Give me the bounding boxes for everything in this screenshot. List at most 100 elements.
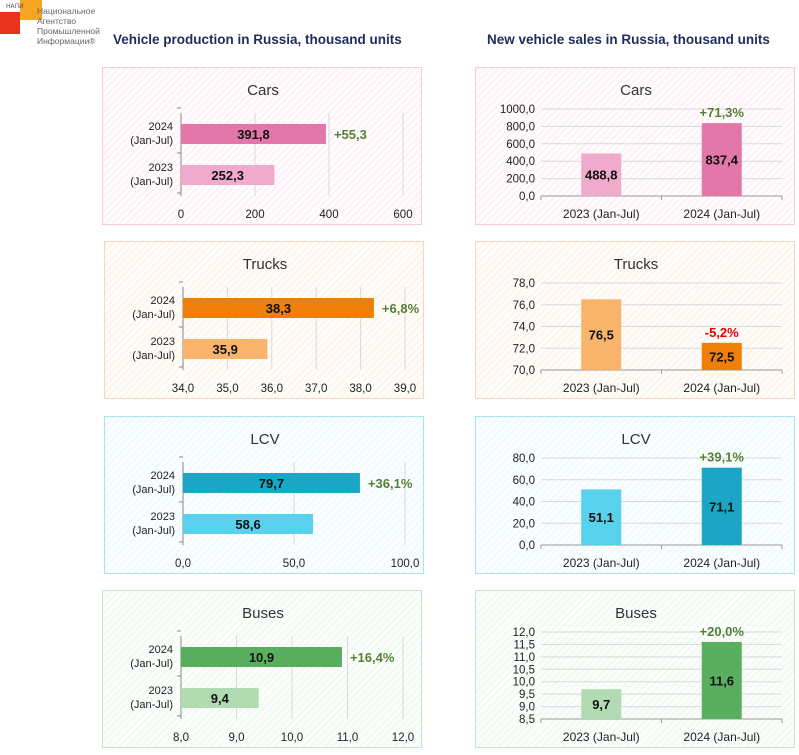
y-tick-label: 1000,0 bbox=[500, 104, 535, 116]
category-year: 2023 bbox=[149, 162, 173, 174]
bar-value-label: 9,7 bbox=[592, 697, 610, 712]
bar bbox=[581, 153, 622, 196]
bar-value-label: 76,5 bbox=[589, 328, 614, 343]
change-label: +16,4% bbox=[350, 650, 395, 665]
category-label: 2024 (Jan-Jul) bbox=[132, 295, 175, 321]
category-year: 2023 bbox=[149, 685, 173, 697]
category-year: 2023 bbox=[151, 336, 175, 348]
x-tick-label: 100,0 bbox=[391, 558, 420, 570]
chart-title: Buses bbox=[242, 605, 284, 622]
chart-svg: Cars 0,0 200,0 400,0 600,0 800,0 1000,0 488,8 20… bbox=[500, 82, 783, 221]
chart-title: Trucks bbox=[614, 256, 658, 273]
x-tick-label: 35,0 bbox=[216, 383, 238, 395]
bar bbox=[701, 342, 742, 370]
chart-svg: Buses 8,59,09,510,010,511,011,512,0 9,7 202… bbox=[513, 605, 783, 744]
y-tick-label: 10,0 bbox=[513, 677, 535, 689]
y-tick-label: 0,0 bbox=[519, 191, 535, 203]
category-label: 2023 (Jan-Jul) bbox=[563, 381, 640, 395]
category-label: 2024 (Jan-Jul) bbox=[683, 381, 760, 395]
bar-value-label: 252,3 bbox=[211, 168, 244, 183]
logo-red-square bbox=[0, 12, 20, 34]
category-period: (Jan-Jul) bbox=[130, 658, 173, 670]
x-tick-label: 10,0 bbox=[281, 732, 303, 744]
y-tick-label: 11,0 bbox=[513, 652, 535, 664]
sales-heading: New vehicle sales in Russia, thousand un… bbox=[487, 32, 770, 47]
category-period: (Jan-Jul) bbox=[130, 699, 173, 711]
change-label: +36,1% bbox=[368, 476, 413, 491]
category-label: 2023 (Jan-Jul) bbox=[132, 511, 175, 537]
chart-title: Buses bbox=[615, 605, 657, 622]
chart-prod-trucks: Trucks 34,0 35,0 36,0 37,0 38,0 39,0 38,3 2024 (J… bbox=[104, 241, 424, 399]
category-label: 2024 (Jan-Jul) bbox=[130, 121, 173, 147]
category-period: (Jan-Jul) bbox=[132, 484, 175, 496]
category-year: 2023 bbox=[151, 511, 175, 523]
category-label: 2023 (Jan-Jul) bbox=[563, 207, 640, 221]
bar-value-label: 58,6 bbox=[235, 517, 260, 532]
y-tick-label: 70,0 bbox=[513, 365, 535, 377]
bar-value-label: 71,1 bbox=[709, 499, 734, 514]
y-tick-label: 9,0 bbox=[519, 702, 535, 714]
bar-value-label: 11,6 bbox=[709, 673, 734, 688]
chart-svg: Buses 8,0 9,0 10,0 11,0 12,0 10,9 2024 (Jan-Jul)… bbox=[130, 605, 414, 744]
x-tick-label: 8,0 bbox=[173, 732, 189, 744]
change-label: +20,0% bbox=[700, 624, 745, 639]
logo-text: Национальное Агентство Промышленной Инфо… bbox=[37, 6, 100, 46]
chart-title: LCV bbox=[621, 431, 650, 448]
category-year: 2024 bbox=[149, 644, 173, 656]
bar bbox=[581, 299, 622, 370]
chart-title: Cars bbox=[620, 82, 652, 99]
y-tick-label: 78,0 bbox=[513, 278, 535, 290]
x-tick-label: 9,0 bbox=[229, 732, 245, 744]
y-tick-label: 20,0 bbox=[513, 518, 535, 530]
chart-title: Trucks bbox=[243, 256, 287, 273]
x-tick-label: 11,0 bbox=[337, 732, 359, 744]
bar bbox=[181, 124, 326, 144]
logo-orange-square bbox=[20, 0, 42, 20]
change-label: +6,8% bbox=[382, 301, 420, 316]
logo-abbr: НАПИ bbox=[6, 3, 24, 10]
bar-value-label: 35,9 bbox=[213, 342, 238, 357]
change-label: -5,2% bbox=[705, 325, 739, 340]
change-label: +55,3 bbox=[334, 127, 367, 142]
x-tick-label: 37,0 bbox=[305, 383, 327, 395]
category-year: 2024 bbox=[149, 121, 173, 133]
category-label: 2023 (Jan-Jul) bbox=[563, 556, 640, 570]
chart-title: Cars bbox=[247, 82, 279, 99]
x-tick-label: 0 bbox=[178, 209, 184, 221]
x-tick-label: 200 bbox=[245, 209, 264, 221]
chart-sales-trucks: Trucks 70,0 72,0 74,0 76,0 78,0 76,5 2023 (Jan-… bbox=[475, 241, 795, 399]
bar bbox=[701, 467, 742, 545]
y-tick-label: 40,0 bbox=[513, 497, 535, 509]
y-tick-label: 60,0 bbox=[513, 475, 535, 487]
bar bbox=[181, 688, 259, 708]
y-tick-label: 76,0 bbox=[513, 300, 535, 312]
category-label: 2024 (Jan-Jul) bbox=[683, 556, 760, 570]
change-label: +39,1% bbox=[700, 450, 745, 465]
category-label: 2024 (Jan-Jul) bbox=[683, 207, 760, 221]
chart-prod-lcv: LCV 0,0 50,0 100,0 79,7 2024 (Jan-Jul) 58,6 2023… bbox=[104, 416, 424, 574]
chart-prod-buses: Buses 8,0 9,0 10,0 11,0 12,0 10,9 2024 (Jan-Jul)… bbox=[102, 590, 422, 748]
change-label: +71,3% bbox=[700, 105, 745, 120]
bar bbox=[183, 339, 268, 359]
x-tick-label: 12,0 bbox=[392, 732, 414, 744]
x-tick-label: 39,0 bbox=[394, 383, 416, 395]
chart-svg: Cars 0 200 400 600 391,8 2024 (Jan-Jul) 252,3 202… bbox=[130, 82, 412, 221]
y-tick-label: 0,0 bbox=[519, 540, 535, 552]
bar bbox=[701, 641, 742, 719]
category-label: 2024 (Jan-Jul) bbox=[130, 644, 173, 670]
chart-svg: Trucks 70,0 72,0 74,0 76,0 78,0 76,5 2023 (Jan-… bbox=[513, 256, 783, 395]
y-tick-label: 600,0 bbox=[506, 139, 535, 151]
chart-svg: LCV 0,0 50,0 100,0 79,7 2024 (Jan-Jul) 58,6 2023… bbox=[132, 431, 420, 570]
x-tick-label: 50,0 bbox=[283, 558, 305, 570]
category-period: (Jan-Jul) bbox=[132, 350, 175, 362]
y-tick-label: 8,5 bbox=[519, 714, 535, 726]
bar-value-label: 837,4 bbox=[705, 153, 738, 168]
y-tick-label: 9,5 bbox=[519, 689, 535, 701]
chart-sales-lcv: LCV 0,0 20,0 40,0 60,0 80,0 51,1 2023 (Jan-Jul)… bbox=[475, 416, 795, 574]
chart-svg: Trucks 34,0 35,0 36,0 37,0 38,0 39,0 38,3 2024 (J… bbox=[132, 256, 420, 395]
y-tick-label: 800,0 bbox=[506, 121, 535, 133]
category-label: 2024 (Jan-Jul) bbox=[132, 470, 175, 496]
y-tick-label: 12,0 bbox=[513, 627, 535, 639]
bar-value-label: 38,3 bbox=[266, 301, 291, 316]
category-label: 2024 (Jan-Jul) bbox=[683, 730, 760, 744]
